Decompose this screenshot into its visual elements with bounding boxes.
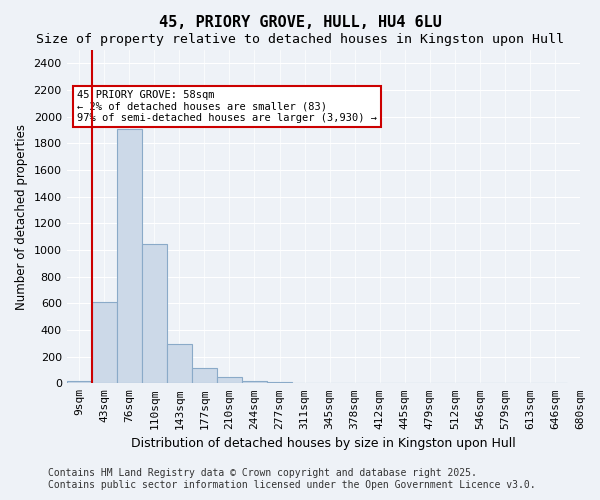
Text: 45, PRIORY GROVE, HULL, HU4 6LU: 45, PRIORY GROVE, HULL, HU4 6LU <box>158 15 442 30</box>
X-axis label: Distribution of detached houses by size in Kingston upon Hull: Distribution of detached houses by size … <box>131 437 516 450</box>
Text: Size of property relative to detached houses in Kingston upon Hull: Size of property relative to detached ho… <box>36 32 564 46</box>
Bar <box>267 382 292 384</box>
Bar <box>167 344 192 384</box>
Text: 45 PRIORY GROVE: 58sqm
← 2% of detached houses are smaller (83)
97% of semi-deta: 45 PRIORY GROVE: 58sqm ← 2% of detached … <box>77 90 377 123</box>
Bar <box>217 378 242 384</box>
Bar <box>67 382 92 384</box>
Bar <box>142 244 167 384</box>
Y-axis label: Number of detached properties: Number of detached properties <box>15 124 28 310</box>
Bar <box>92 302 117 384</box>
Bar <box>117 128 142 384</box>
Text: Contains HM Land Registry data © Crown copyright and database right 2025.
Contai: Contains HM Land Registry data © Crown c… <box>48 468 536 490</box>
Bar <box>242 380 267 384</box>
Bar <box>192 368 217 384</box>
